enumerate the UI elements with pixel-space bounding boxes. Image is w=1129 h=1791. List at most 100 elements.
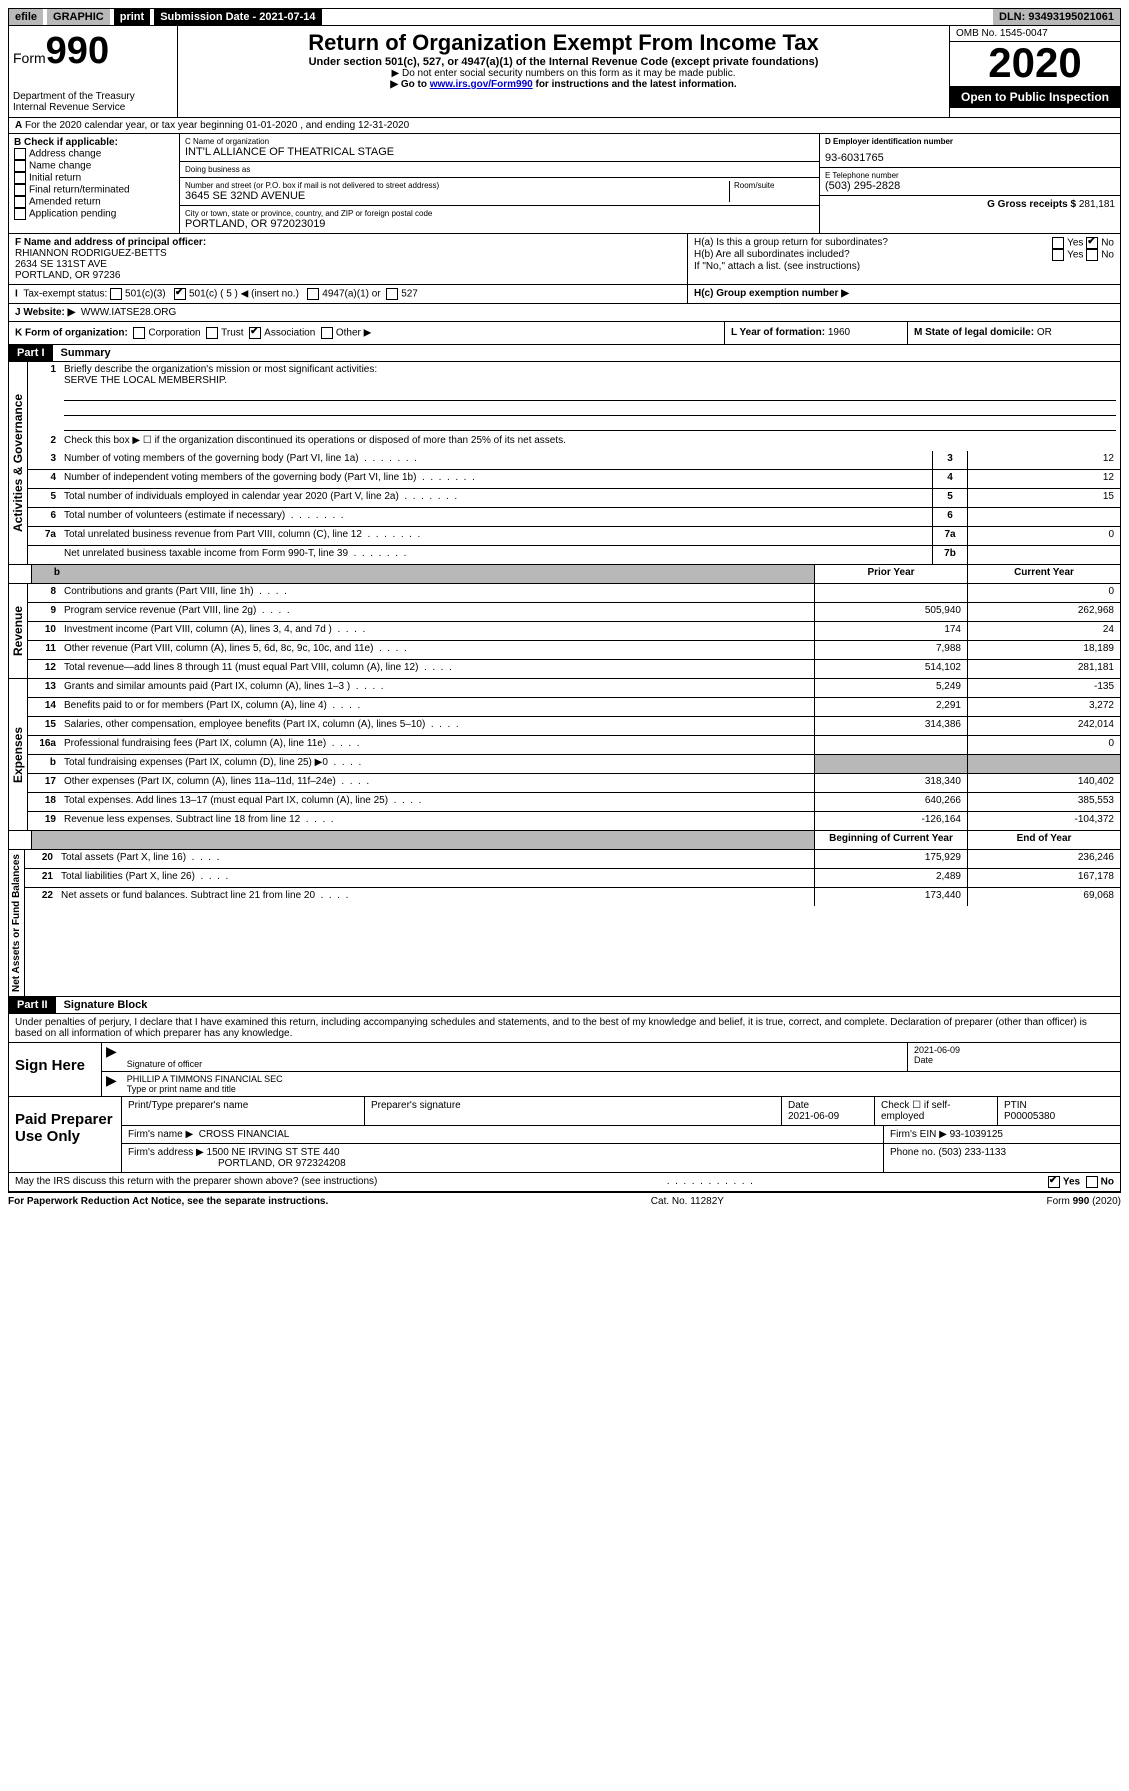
hb-label: H(b) Are all subordinates included? — [694, 249, 850, 261]
dept-treasury: Department of the Treasury — [13, 91, 173, 102]
i-label: Tax-exempt status: — [23, 289, 107, 300]
open-public: Open to Public Inspection — [950, 86, 1120, 108]
room-label: Room/suite — [734, 181, 814, 190]
final-return-checkbox[interactable] — [14, 184, 26, 196]
summary-row: 22Net assets or fund balances. Subtract … — [25, 888, 1120, 906]
g-gross-label: G Gross receipts $ — [987, 199, 1076, 210]
officer-addr1: 2634 SE 131ST AVE — [15, 259, 681, 270]
m-label: M State of legal domicile: — [914, 327, 1034, 338]
graphic-label: GRAPHIC — [47, 9, 110, 25]
summary-row: 18Total expenses. Add lines 13–17 (must … — [28, 793, 1120, 812]
501c3-checkbox[interactable] — [110, 288, 122, 300]
col-header-row: b Prior Year Current Year — [8, 565, 1121, 584]
discuss-no-checkbox[interactable] — [1086, 1176, 1098, 1188]
ha-no-checkbox[interactable] — [1086, 237, 1098, 249]
irs-label: Internal Revenue Service — [13, 102, 173, 113]
501c-checkbox[interactable] — [174, 288, 186, 300]
firm-name: CROSS FINANCIAL — [199, 1129, 290, 1140]
part2-badge: Part II — [9, 997, 56, 1013]
d-ein-label: D Employer identification number — [825, 137, 1115, 146]
hb-yes-checkbox[interactable] — [1052, 249, 1064, 261]
net-header-row: Beginning of Current Year End of Year — [8, 831, 1121, 850]
initial-return-checkbox[interactable] — [14, 172, 26, 184]
dba-label: Doing business as — [185, 165, 814, 174]
summary-table: Activities & Governance 1 Briefly descri… — [8, 362, 1121, 565]
preparer-label: Paid Preparer Use Only — [9, 1097, 122, 1172]
discuss-text: May the IRS discuss this return with the… — [15, 1176, 377, 1188]
firm-ein: 93-1039125 — [950, 1129, 1003, 1140]
summary-row: 7aTotal unrelated business revenue from … — [28, 527, 1120, 546]
firm-addr2: PORTLAND, OR 972324208 — [218, 1158, 346, 1169]
summary-row: 17Other expenses (Part IX, column (A), l… — [28, 774, 1120, 793]
c-name-label: C Name of organization — [185, 137, 814, 146]
vlabel-revenue: Revenue — [9, 584, 28, 678]
summary-row: 20Total assets (Part X, line 16) . . . .… — [25, 850, 1120, 869]
self-emp-check: Check ☐ if self-employed — [875, 1097, 998, 1125]
j-label: J Website: ▶ — [15, 307, 75, 318]
name-change-checkbox[interactable] — [14, 160, 26, 172]
submission-date: Submission Date - 2021-07-14 — [154, 9, 321, 25]
q1-text: Briefly describe the organization's miss… — [64, 364, 377, 375]
f-label: F Name and address of principal officer: — [15, 237, 681, 248]
l-label: L Year of formation: — [731, 327, 825, 338]
vlabel-expenses: Expenses — [9, 679, 28, 830]
sign-block: Sign Here ▶ Signature of officer 2021-06… — [8, 1043, 1121, 1097]
other-checkbox[interactable] — [321, 327, 333, 339]
part1-badge: Part I — [9, 345, 53, 361]
corp-checkbox[interactable] — [133, 327, 145, 339]
street-label: Number and street (or P.O. box if mail i… — [185, 181, 725, 190]
amended-return-checkbox[interactable] — [14, 196, 26, 208]
irs-link[interactable]: www.irs.gov/Form990 — [430, 79, 533, 90]
sig-officer-label: Signature of officer — [127, 1059, 901, 1069]
assoc-checkbox[interactable] — [249, 327, 261, 339]
section-fh: F Name and address of principal officer:… — [8, 234, 1121, 285]
date-label: Date — [914, 1055, 1114, 1065]
form-number: 990 — [46, 30, 109, 72]
summary-row: 5Total number of individuals employed in… — [28, 489, 1120, 508]
prep-date: 2021-06-09 — [788, 1111, 839, 1122]
summary-row: 8Contributions and grants (Part VIII, li… — [28, 584, 1120, 603]
k-label: K Form of organization: — [15, 328, 128, 339]
summary-row: 16aProfessional fundraising fees (Part I… — [28, 736, 1120, 755]
hb-no-checkbox[interactable] — [1086, 249, 1098, 261]
section-i: I Tax-exempt status: 501(c)(3) 501(c) ( … — [8, 285, 1121, 304]
part1-title: Summary — [53, 345, 119, 361]
officer-print-name: PHILLIP A TIMMONS FINANCIAL SEC — [127, 1074, 1114, 1084]
summary-row: 15Salaries, other compensation, employee… — [28, 717, 1120, 736]
discuss-yes-checkbox[interactable] — [1048, 1176, 1060, 1188]
summary-row: 3Number of voting members of the governi… — [28, 451, 1120, 470]
beg-year-hdr: Beginning of Current Year — [814, 831, 967, 849]
summary-row: 19Revenue less expenses. Subtract line 1… — [28, 812, 1120, 830]
print-button[interactable]: print — [114, 9, 150, 25]
section-bcde: B Check if applicable: Address change Na… — [8, 134, 1121, 234]
vlabel-net: Net Assets or Fund Balances — [9, 850, 25, 996]
year-formation: 1960 — [828, 327, 850, 338]
perjury-decl: Under penalties of perjury, I declare th… — [8, 1014, 1121, 1043]
name-title-label: Type or print name and title — [127, 1084, 1114, 1094]
street-value: 3645 SE 32ND AVENUE — [185, 190, 725, 202]
firm-phone: (503) 233-1133 — [938, 1147, 1006, 1158]
hc-label: H(c) Group exemption number ▶ — [694, 288, 849, 299]
sign-here-label: Sign Here — [9, 1043, 102, 1096]
address-change-checkbox[interactable] — [14, 148, 26, 160]
summary-row: 4Number of independent voting members of… — [28, 470, 1120, 489]
q2-text: Check this box ▶ ☐ if the organization d… — [60, 433, 1120, 451]
ha-yes-checkbox[interactable] — [1052, 237, 1064, 249]
row-a: A For the 2020 calendar year, or tax yea… — [8, 118, 1121, 134]
part1-header-row: Part I Summary — [8, 345, 1121, 362]
527-checkbox[interactable] — [386, 288, 398, 300]
4947-checkbox[interactable] — [307, 288, 319, 300]
form-footer: Form 990 (2020) — [1047, 1196, 1121, 1207]
dln-number: DLN: 93493195021061 — [993, 9, 1120, 25]
form-title: Return of Organization Exempt From Incom… — [182, 30, 945, 56]
sign-date: 2021-06-09 — [914, 1045, 1114, 1055]
trust-checkbox[interactable] — [206, 327, 218, 339]
footer-row: For Paperwork Reduction Act Notice, see … — [8, 1192, 1121, 1210]
end-year-hdr: End of Year — [967, 831, 1120, 849]
prep-name-label: Print/Type preparer's name — [122, 1097, 365, 1125]
part2-title: Signature Block — [56, 997, 156, 1013]
goto-note: ▶ Go to www.irs.gov/Form990 for instruct… — [182, 79, 945, 90]
summary-row: Net unrelated business taxable income fr… — [28, 546, 1120, 564]
application-pending-checkbox[interactable] — [14, 208, 26, 220]
summary-row: 13Grants and similar amounts paid (Part … — [28, 679, 1120, 698]
